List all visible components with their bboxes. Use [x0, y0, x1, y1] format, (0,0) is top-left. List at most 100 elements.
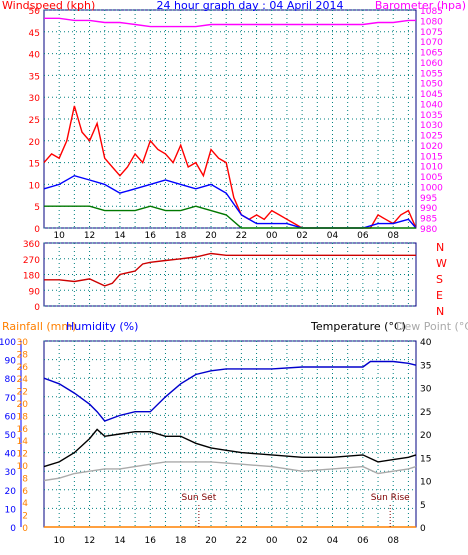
x-tick-label: 18 [175, 231, 187, 241]
tick-label: 100 [0, 338, 16, 348]
tick-label: 8 [22, 474, 28, 484]
x-tick-label: 20 [205, 536, 217, 546]
tick-label: 1060 [420, 59, 443, 69]
tick-label: 60 [5, 412, 17, 422]
x-tick-label: 18 [175, 536, 187, 546]
x-tick-label: 02 [296, 231, 307, 241]
tick-label: 12 [17, 450, 28, 460]
series-line [43, 428, 417, 468]
x-tick-label: 10 [53, 536, 65, 546]
tick-label: 90 [5, 357, 17, 367]
x-tick-label: 10 [53, 231, 65, 241]
tick-label: 20 [5, 487, 17, 497]
tick-label: 40 [420, 338, 432, 348]
x-tick-label: 16 [145, 231, 157, 241]
x-tick-label: 16 [145, 536, 157, 546]
tick-label: 1015 [420, 152, 443, 162]
tick-label: 35 [420, 361, 431, 371]
temperature-tick-labels: 0 5 10 15 20 25 30 35 40 [420, 338, 432, 534]
compass-label: S [436, 273, 443, 286]
tick-label: 1020 [420, 142, 443, 152]
compass-label: E [436, 289, 443, 302]
tick-label: 10 [17, 462, 29, 472]
tick-label: 16 [17, 425, 29, 435]
rain-humidity-tick-labels: 0102030405060708090100024681012141618202… [0, 338, 28, 534]
tick-label: 980 [420, 225, 437, 235]
tick-label: 1035 [420, 111, 443, 121]
tick-label: 50 [29, 7, 41, 17]
x-tick-label: 04 [327, 536, 339, 546]
tick-label: 15 [29, 160, 40, 170]
series-line [44, 205, 416, 229]
tick-label: 30 [5, 468, 17, 478]
tick-label: 14 [17, 437, 29, 447]
rain-humidity-temp-panel: Rainfall (mm) Humidity (%) Temperature (… [0, 320, 468, 546]
tick-label: 0 [34, 303, 40, 313]
tick-label: 25 [420, 408, 431, 418]
tick-label: 0 [10, 524, 16, 534]
x-tick-label: 20 [205, 231, 217, 241]
tick-label: 30 [29, 94, 41, 104]
tick-label: 1025 [420, 132, 443, 142]
tick-label: 30 [420, 385, 432, 395]
tick-label: 270 [23, 256, 40, 266]
tick-label: 24 [17, 375, 29, 385]
compass-label: W [436, 257, 447, 270]
dewpoint-axis-label: Dew Point (°C) [396, 320, 468, 333]
wind-grid [44, 9, 416, 229]
x-tick-label: 14 [114, 536, 126, 546]
tick-label: 1065 [420, 49, 443, 59]
x-tick-label: 00 [266, 231, 278, 241]
tick-label: 10 [420, 478, 432, 488]
x-tick-label: 02 [296, 536, 307, 546]
tick-label: 20 [420, 431, 432, 441]
tick-label: 1010 [420, 163, 443, 173]
tick-label: 5 [34, 203, 40, 213]
wind-plot-area [43, 9, 417, 229]
rain-series [43, 360, 417, 528]
chart-title: 24 hour graph day : 04 April 2014 [157, 0, 344, 12]
tick-label: 10 [29, 181, 41, 191]
tick-label: 20 [29, 138, 41, 148]
tick-label: 1075 [420, 28, 443, 38]
barometer-axis-label: Barometer (hpa) [375, 0, 466, 12]
wind-barometer-panel: Windspeed (kph) 24 hour graph day : 04 A… [2, 0, 466, 241]
tick-label: 35 [29, 72, 40, 82]
tick-label: 15 [420, 454, 431, 464]
tick-label: 20 [17, 400, 29, 410]
x-tick-label: 14 [114, 231, 126, 241]
tick-label: 28 [17, 350, 29, 360]
rain-plot-area [43, 340, 417, 528]
tick-label: 0 [22, 524, 28, 534]
tick-label: 1085 [420, 7, 443, 17]
temperature-axis-label: Temperature (°C) [310, 320, 406, 333]
tick-label: 25 [29, 116, 40, 126]
tick-label: 80 [5, 375, 17, 385]
tick-label: 1030 [420, 121, 443, 131]
tick-label: 180 [23, 272, 40, 282]
x-tick-label: 00 [266, 536, 278, 546]
tick-label: 40 [29, 51, 41, 61]
tick-label: 10 [5, 505, 17, 515]
tick-label: 2 [22, 512, 28, 522]
tick-label: 4 [22, 499, 28, 509]
x-tick-label: 08 [387, 231, 399, 241]
x-tick-labels-bottom: 10 12 14 16 18 20 22 00 02 04 06 08 [53, 536, 399, 546]
tick-label: 1070 [420, 38, 443, 48]
tick-label: 6 [22, 487, 28, 497]
windspeed-tick-labels: 0 5 10 15 20 25 30 35 40 45 50 [29, 7, 41, 235]
tick-label: 360 [23, 240, 40, 250]
series-line [43, 461, 417, 482]
windspeed-axis-label: Windspeed (kph) [2, 0, 95, 12]
x-tick-label: 06 [357, 231, 369, 241]
tick-label: 50 [5, 431, 17, 441]
series-line [43, 360, 417, 422]
tick-label: 70 [5, 394, 17, 404]
tick-label: 985 [420, 215, 437, 225]
x-tick-label: 12 [84, 536, 95, 546]
compass-label: N [436, 305, 444, 318]
series-line [44, 252, 416, 287]
tick-label: 30 [17, 338, 29, 348]
tick-label: 22 [17, 388, 28, 398]
